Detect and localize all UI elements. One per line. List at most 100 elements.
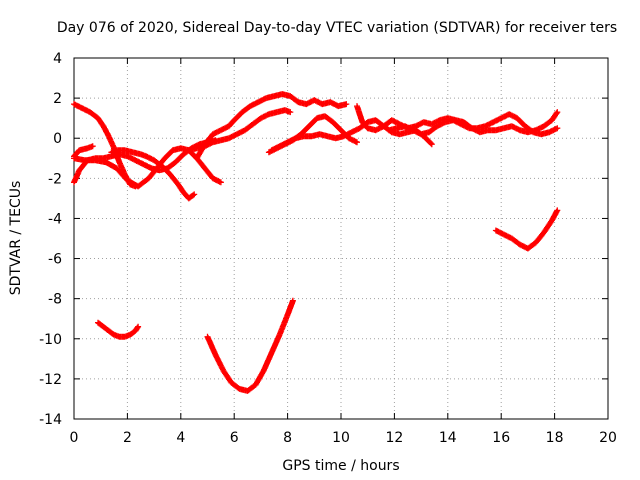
data-point	[366, 127, 369, 130]
data-point	[331, 121, 334, 124]
data-point	[500, 117, 503, 120]
data-point	[494, 229, 497, 232]
chart-title: Day 076 of 2020, Sidereal Day-to-day VTE…	[57, 20, 617, 36]
data-point	[310, 135, 313, 138]
data-point	[110, 151, 113, 154]
data-point	[166, 167, 169, 170]
data-point	[452, 119, 455, 122]
data-point	[73, 181, 75, 184]
data-point	[281, 93, 284, 96]
x-axis-ticks: 0 2 4 6 8 10 12 14 16 18 20	[70, 58, 617, 446]
data-point	[374, 119, 377, 122]
data-point	[406, 131, 409, 134]
data-point	[542, 231, 545, 234]
series-marker-path	[71, 101, 139, 190]
data-point	[113, 333, 116, 336]
data-point	[291, 299, 294, 302]
data-point	[102, 157, 105, 160]
data-point	[556, 209, 559, 212]
data-point	[438, 119, 441, 122]
data-point	[430, 123, 433, 126]
data-point	[126, 155, 129, 158]
data-point	[404, 125, 407, 128]
data-point	[313, 99, 316, 102]
data-point	[249, 105, 252, 108]
data-point	[302, 135, 305, 138]
data-point	[289, 95, 292, 98]
data-point	[283, 143, 286, 146]
data-point	[275, 147, 278, 150]
data-point	[307, 125, 310, 128]
data-point	[518, 243, 521, 246]
data-point	[118, 335, 121, 338]
data-point	[171, 149, 174, 152]
data-point	[123, 149, 126, 152]
data-point	[329, 101, 332, 104]
x-tick-label: 4	[176, 430, 185, 446]
data-point	[305, 103, 308, 106]
data-point	[134, 159, 137, 162]
data-point	[356, 141, 359, 144]
data-point	[163, 157, 166, 160]
data-point	[492, 121, 495, 124]
data-point	[315, 117, 318, 120]
data-point	[390, 119, 393, 122]
data-point	[348, 137, 351, 140]
data-point	[430, 143, 433, 146]
data-point	[131, 151, 134, 154]
data-point	[142, 163, 145, 166]
data-point	[110, 155, 113, 158]
data-point	[107, 135, 110, 138]
data-point	[145, 155, 148, 158]
series-track-8	[268, 117, 435, 154]
x-tick-label: 20	[599, 430, 617, 446]
data-point	[550, 219, 553, 222]
y-tick-label: -4	[48, 211, 62, 227]
x-tick-label: 18	[546, 430, 564, 446]
series-marker-path	[492, 207, 561, 252]
data-point	[97, 117, 100, 120]
data-point	[81, 107, 84, 110]
y-tick-label: 4	[53, 51, 62, 67]
data-point	[297, 101, 300, 104]
data-point	[179, 147, 182, 150]
data-point	[267, 113, 270, 116]
data-point	[510, 237, 513, 240]
data-point	[321, 103, 324, 106]
data-point	[187, 149, 190, 152]
data-point	[388, 129, 391, 132]
data-point	[230, 381, 233, 384]
data-point	[460, 123, 463, 126]
data-point	[484, 125, 487, 128]
data-point	[257, 101, 260, 104]
data-point	[524, 125, 527, 128]
y-tick-label: -8	[48, 292, 62, 308]
data-point	[265, 97, 268, 100]
series-track-9	[265, 113, 360, 156]
data-point	[177, 183, 180, 186]
data-point	[556, 127, 559, 130]
data-point	[227, 137, 230, 140]
data-point	[174, 161, 177, 164]
data-point	[94, 159, 97, 162]
y-tick-label: -10	[39, 332, 62, 348]
data-point	[275, 111, 278, 114]
data-point	[526, 247, 529, 250]
data-point	[169, 173, 172, 176]
series-track-6	[193, 91, 350, 162]
data-point	[118, 153, 121, 156]
data-point	[289, 111, 292, 114]
data-point	[340, 129, 342, 132]
data-point	[137, 325, 140, 328]
data-point	[518, 129, 521, 132]
x-tick-label: 16	[492, 430, 510, 446]
data-point	[361, 121, 364, 124]
data-point	[299, 133, 302, 136]
data-point	[195, 147, 198, 150]
data-point	[548, 131, 551, 134]
data-point	[286, 313, 289, 316]
data-point	[436, 125, 439, 128]
data-point	[267, 151, 270, 154]
series-track-5	[71, 143, 96, 160]
